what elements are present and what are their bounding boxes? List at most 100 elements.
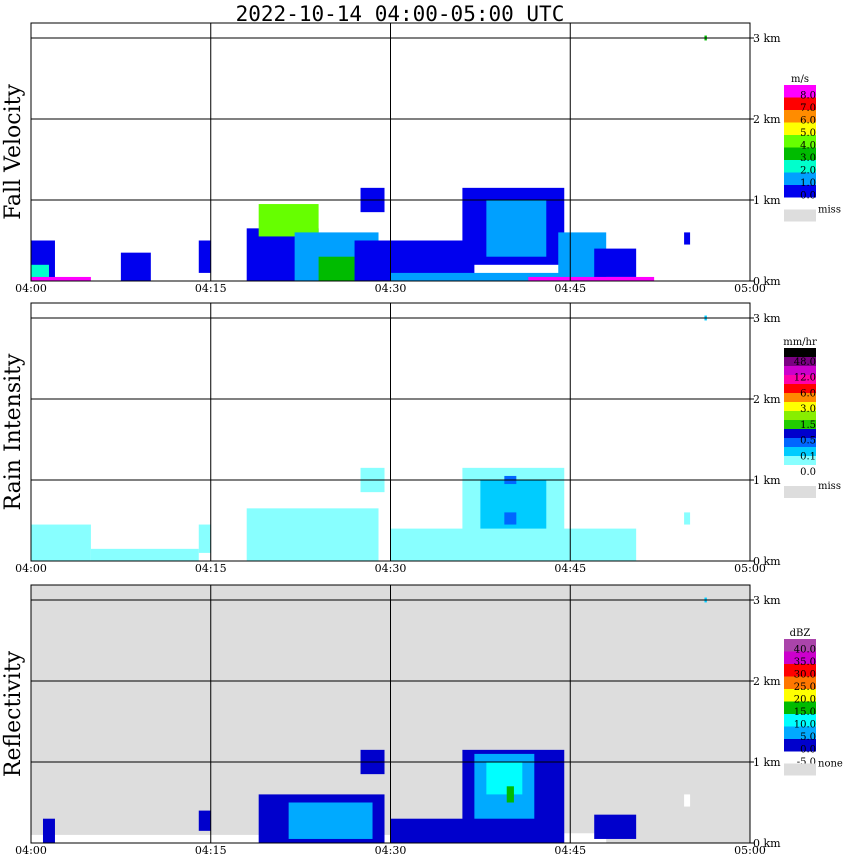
colorbar-level: 3.0 (800, 153, 816, 164)
time-tick-label: 05:00 (734, 282, 766, 295)
height-tick-label: 2 km (753, 113, 781, 126)
height-tick-label: 2 km (753, 675, 781, 688)
colorbar-level: 1.0 (800, 178, 816, 189)
colorbar-level: 1.5 (800, 420, 816, 431)
plot-frame (30, 302, 751, 562)
colorbar-level: 0.5 (800, 436, 816, 447)
panel-ylabel: Fall Velocity (1, 84, 26, 220)
height-tick-label: 3 km (753, 594, 781, 607)
colorbar-unit: mm/hr (783, 337, 817, 348)
data-cell (506, 786, 514, 803)
panel-ylabel: Rain Intensity (1, 353, 26, 510)
data-cell (354, 240, 391, 281)
height-tick-label: 0 km (753, 837, 781, 850)
colorbar-missing-swatch (784, 763, 816, 776)
colorbar-level: 48.0 (794, 357, 816, 368)
colorbar-swatch (784, 85, 816, 98)
data-cell (198, 810, 211, 831)
colorbar-swatch (784, 664, 816, 677)
colorbar-level: 25.0 (794, 682, 816, 693)
colorbar-level: 0.0 (800, 191, 816, 202)
colorbar-swatch (784, 185, 816, 198)
colorbar-swatch (784, 676, 816, 689)
colorbar-level: 35.0 (794, 657, 816, 668)
data-cell (31, 276, 91, 281)
data-cell (246, 508, 379, 561)
time-tick-label: 04:30 (375, 844, 407, 857)
colorbar-level: 2.0 (800, 166, 816, 177)
colorbar-swatch (784, 726, 816, 739)
colorbar-swatch (784, 701, 816, 714)
time-tick-label: 04:45 (554, 562, 586, 575)
colorbar-level: 15.0 (794, 707, 816, 718)
panel-rain_intensity: 0 km 1 km 2 km 3 km 04:00 04:15 04:30 04:45 05:0… (1, 302, 841, 575)
colorbar-swatch (784, 651, 816, 664)
colorbar-missing-swatch (784, 486, 816, 498)
colorbar-swatch (784, 366, 816, 375)
data-cell (486, 762, 523, 795)
colorbar-swatch (784, 160, 816, 173)
colorbar-missing-label: miss (818, 205, 841, 216)
plot-frame (30, 22, 751, 282)
colorbar-level: -5.0 (797, 757, 816, 768)
height-tick-label: 2 km (753, 393, 781, 406)
time-tick-label: 05:00 (734, 562, 766, 575)
colorbar-swatch (784, 393, 816, 402)
colorbar-level: 20.0 (794, 695, 816, 706)
data-cell (528, 276, 655, 281)
data-cell (684, 232, 691, 245)
colorbar-swatch (784, 456, 816, 465)
data-cell (198, 524, 211, 553)
height-tick-label: 1 km (753, 474, 781, 487)
colorbar-missing-label: miss (818, 481, 841, 492)
colorbar-level: 30.0 (794, 670, 816, 681)
colorbar-level: 5.0 (800, 732, 816, 743)
height-tick-label: 1 km (753, 194, 781, 207)
time-tick-label: 04:15 (195, 562, 227, 575)
plot-frame (30, 584, 751, 844)
colorbar-swatch (784, 739, 816, 752)
data-cell (258, 204, 319, 237)
colorbar-swatch (784, 384, 816, 393)
time-tick-label: 04:00 (15, 562, 47, 575)
colorbar-swatch (784, 375, 816, 384)
data-cell (504, 512, 517, 525)
colorbar-level: 7.0 (800, 103, 816, 114)
colorbar-swatch (784, 147, 816, 160)
colorbar-swatch (784, 465, 816, 474)
colorbar-level: 3.0 (800, 404, 816, 415)
colorbar-swatch (784, 420, 816, 429)
time-tick-label: 04:15 (195, 282, 227, 295)
colorbar-swatch (784, 357, 816, 366)
colorbar-swatch (784, 714, 816, 727)
time-tick-label: 04:30 (375, 282, 407, 295)
colorbar-swatch (784, 110, 816, 123)
data-cell (42, 818, 55, 843)
colorbar-swatch (784, 135, 816, 148)
panel-fall_velocity: 0 km 1 km 2 km 3 km 04:00 04:15 04:30 04:45 05:0… (1, 22, 841, 295)
time-tick-label: 04:15 (195, 844, 227, 857)
time-tick-label: 05:00 (734, 844, 766, 857)
colorbar-level: 8.0 (800, 91, 816, 102)
height-tick-label: 0 km (753, 555, 781, 568)
data-cell (594, 814, 637, 839)
colorbar-unit: dBZ (790, 628, 811, 639)
data-cell (684, 794, 691, 807)
height-tick-label: 3 km (753, 32, 781, 45)
colorbar-swatch (784, 97, 816, 110)
colorbar-missing-label: none (818, 759, 843, 770)
colorbar-unit: m/s (791, 74, 809, 85)
data-cell (198, 240, 211, 273)
colorbar-swatch (784, 402, 816, 411)
colorbar-level: 0.0 (800, 745, 816, 756)
colorbar-swatch (784, 639, 816, 652)
data-cell (390, 818, 475, 843)
colorbar-level: 40.0 (794, 645, 816, 656)
colorbar-swatch (784, 348, 816, 357)
colorbar-swatch (784, 447, 816, 456)
colorbar-missing-swatch (784, 209, 816, 222)
height-tick-label: 3 km (753, 312, 781, 325)
data-cell (120, 252, 151, 281)
data-cell (90, 548, 199, 561)
